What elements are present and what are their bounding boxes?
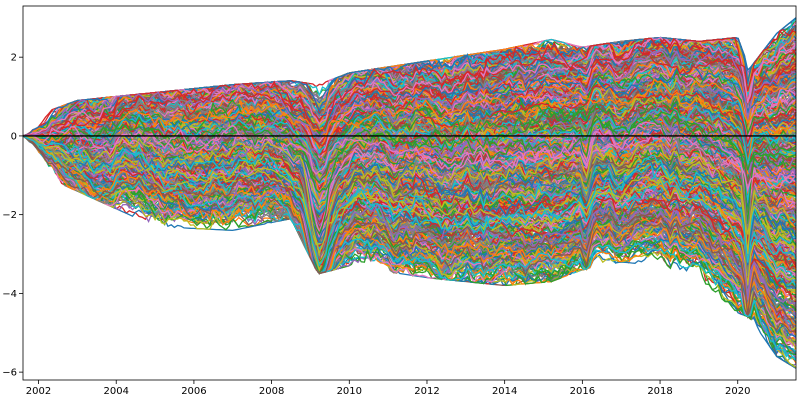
- series-line: [22, 135, 797, 324]
- series-line: [22, 50, 797, 140]
- series-line: [22, 79, 797, 167]
- x-tick-label: 2008: [259, 386, 284, 397]
- plot-area: [22, 5, 797, 381]
- x-axis: 2002 2004 2006 2008 2010 2012 2014 2016 2018 2020: [26, 380, 750, 397]
- series-line: [22, 135, 797, 253]
- series-line: [22, 135, 797, 334]
- series-line: [23, 77, 797, 144]
- series-line: [22, 135, 797, 267]
- x-tick-label: 2016: [570, 386, 595, 397]
- x-tick-label: 2018: [647, 386, 672, 397]
- y-axis: 2 0 −2 −4 −6: [2, 53, 23, 379]
- x-tick-label: 2020: [725, 386, 750, 397]
- x-tick-label: 2006: [181, 386, 206, 397]
- x-tick-label: 2014: [492, 386, 517, 397]
- series-line: [23, 83, 797, 157]
- series-line: [22, 135, 797, 260]
- series-line: [22, 118, 797, 266]
- series-line: [22, 135, 797, 282]
- series-line: [22, 64, 797, 137]
- series-line: [23, 83, 797, 168]
- series-line: [22, 118, 797, 182]
- series-line: [22, 135, 797, 368]
- series-line: [22, 28, 797, 137]
- series-line: [22, 106, 797, 179]
- y-tick-label: 0: [11, 131, 17, 142]
- series-line: [22, 135, 797, 249]
- y-tick-label: −6: [2, 368, 17, 379]
- x-tick-label: 2010: [337, 386, 362, 397]
- series-line: [22, 65, 797, 175]
- x-tick-label: 2002: [26, 386, 51, 397]
- series-line: [22, 135, 797, 317]
- x-tick-label: 2004: [103, 386, 128, 397]
- series-line: [23, 100, 797, 163]
- y-tick-label: 2: [11, 53, 17, 64]
- series-line: [22, 135, 797, 255]
- series-line: [22, 108, 797, 184]
- series-line: [22, 124, 797, 193]
- x-tick-label: 2012: [414, 386, 439, 397]
- y-tick-label: −2: [2, 210, 17, 221]
- series-lines: [22, 17, 797, 369]
- series-line: [22, 135, 797, 349]
- y-tick-label: −4: [2, 289, 17, 300]
